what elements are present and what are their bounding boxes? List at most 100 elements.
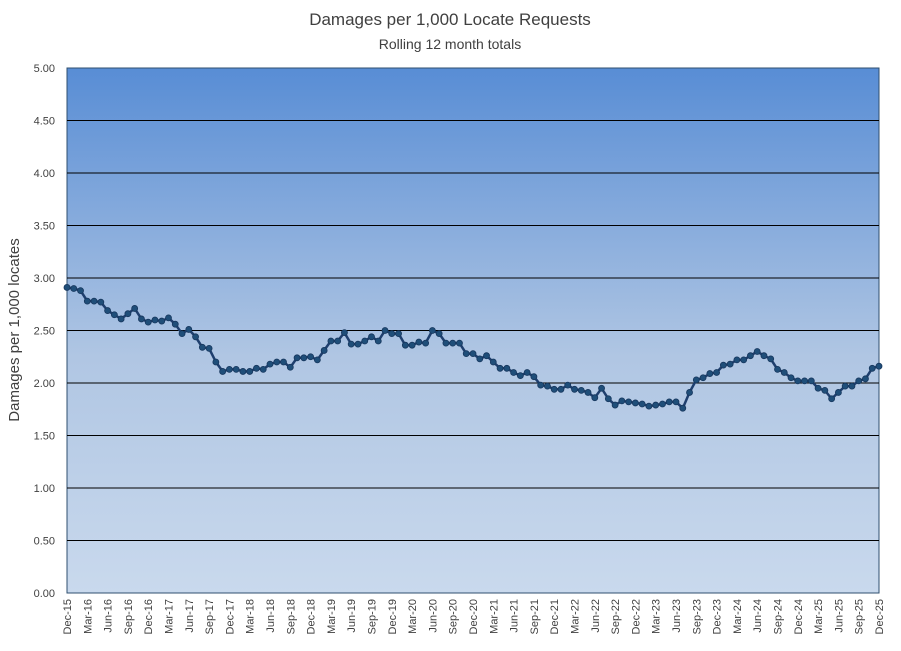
- x-tick-label: Mar-24: [732, 599, 744, 634]
- x-tick-label: Sep-23: [691, 599, 703, 634]
- data-point: [794, 377, 802, 385]
- data-point: [83, 297, 91, 305]
- data-point: [483, 352, 490, 360]
- data-point: [835, 389, 842, 396]
- x-tick-label: Dec-18: [306, 599, 318, 634]
- x-tick-label: Dec-23: [712, 599, 724, 634]
- x-tick-label: Jun-20: [427, 599, 439, 633]
- data-point: [165, 314, 172, 322]
- data-point: [638, 400, 646, 408]
- data-point: [408, 341, 416, 349]
- x-tick-label: Sep-19: [367, 599, 379, 634]
- data-point: [158, 317, 166, 325]
- data-point: [320, 347, 328, 354]
- x-tick-label: Jun-23: [671, 599, 683, 633]
- data-point: [307, 353, 315, 361]
- data-point: [686, 389, 693, 396]
- data-point: [807, 377, 815, 385]
- data-point: [138, 315, 145, 323]
- data-point: [719, 361, 727, 369]
- data-point: [814, 384, 822, 392]
- data-point: [435, 330, 443, 338]
- x-tick-label: Dec-16: [143, 599, 155, 634]
- data-point: [780, 369, 788, 376]
- data-point: [205, 344, 213, 352]
- x-tick-label: Sep-25: [854, 599, 866, 634]
- data-point: [510, 369, 517, 376]
- data-point: [90, 297, 98, 305]
- data-point: [591, 394, 599, 402]
- x-tick-label: Jun-18: [265, 599, 277, 633]
- y-tick-label: 2.50: [34, 326, 55, 338]
- data-point: [841, 382, 849, 390]
- data-point: [699, 374, 707, 382]
- data-point: [232, 365, 240, 373]
- chart-title: Damages per 1,000 Locate Requests: [309, 10, 591, 29]
- data-point: [354, 340, 362, 348]
- x-tick-label: Dec-20: [468, 599, 480, 634]
- data-point: [266, 360, 274, 368]
- x-tick-label: Mar-22: [570, 599, 582, 634]
- data-point: [449, 339, 457, 347]
- x-tick-label: Jun-19: [346, 599, 358, 633]
- data-point: [713, 369, 720, 376]
- data-point: [178, 330, 186, 338]
- x-tick-label: Sep-21: [529, 599, 541, 634]
- data-point: [117, 315, 125, 323]
- data-point: [821, 386, 829, 394]
- x-tick-label: Jun-16: [103, 599, 115, 633]
- data-point: [97, 298, 105, 306]
- data-point: [442, 339, 450, 347]
- data-point: [875, 362, 883, 370]
- x-tick-label: Jun-24: [752, 599, 764, 633]
- data-point: [868, 364, 876, 372]
- data-point: [476, 355, 484, 363]
- chart-subtitle: Rolling 12 month totals: [379, 36, 521, 52]
- data-point: [347, 340, 355, 348]
- data-point: [659, 400, 666, 408]
- x-tick-label: Jun-25: [833, 599, 845, 633]
- data-point: [70, 285, 78, 292]
- y-tick-label: 3.50: [34, 221, 55, 233]
- data-point: [862, 375, 869, 383]
- y-axis-label: Damages per 1,000 locates: [6, 238, 23, 421]
- data-point: [564, 381, 572, 389]
- data-point: [544, 382, 551, 390]
- x-tick-label: Dec-25: [874, 599, 886, 634]
- data-point: [469, 350, 477, 358]
- x-tick-label: Jun-17: [184, 599, 196, 633]
- data-point: [537, 381, 545, 389]
- data-point: [848, 382, 856, 390]
- data-point: [428, 327, 436, 334]
- data-point: [374, 337, 382, 345]
- x-tick-label: Jun-21: [509, 599, 521, 633]
- data-point: [368, 333, 375, 341]
- x-tick-label: Mar-21: [488, 599, 500, 634]
- data-point: [361, 337, 369, 345]
- data-point: [273, 358, 281, 366]
- x-tick-label: Dec-21: [549, 599, 561, 634]
- data-point: [293, 354, 301, 362]
- data-point: [225, 365, 233, 373]
- data-point: [767, 355, 775, 363]
- y-tick-label: 1.00: [34, 483, 55, 495]
- data-point: [523, 369, 531, 376]
- x-tick-label: Sep-22: [610, 599, 622, 634]
- x-tick-label: Sep-17: [204, 599, 216, 634]
- data-point: [462, 350, 470, 358]
- data-point: [104, 307, 111, 314]
- data-point: [618, 397, 626, 405]
- x-tick-label: Sep-24: [773, 599, 785, 634]
- data-point: [747, 352, 754, 360]
- data-point: [77, 287, 84, 295]
- y-tick-label: 4.50: [34, 116, 55, 128]
- data-point: [192, 333, 199, 341]
- data-point: [706, 370, 714, 377]
- x-tick-label: Mar-17: [164, 599, 176, 634]
- data-point: [571, 385, 578, 393]
- data-point: [753, 348, 761, 355]
- y-tick-label: 4.00: [34, 168, 55, 180]
- data-point: [63, 284, 71, 291]
- data-point: [327, 337, 335, 345]
- data-point: [151, 316, 159, 324]
